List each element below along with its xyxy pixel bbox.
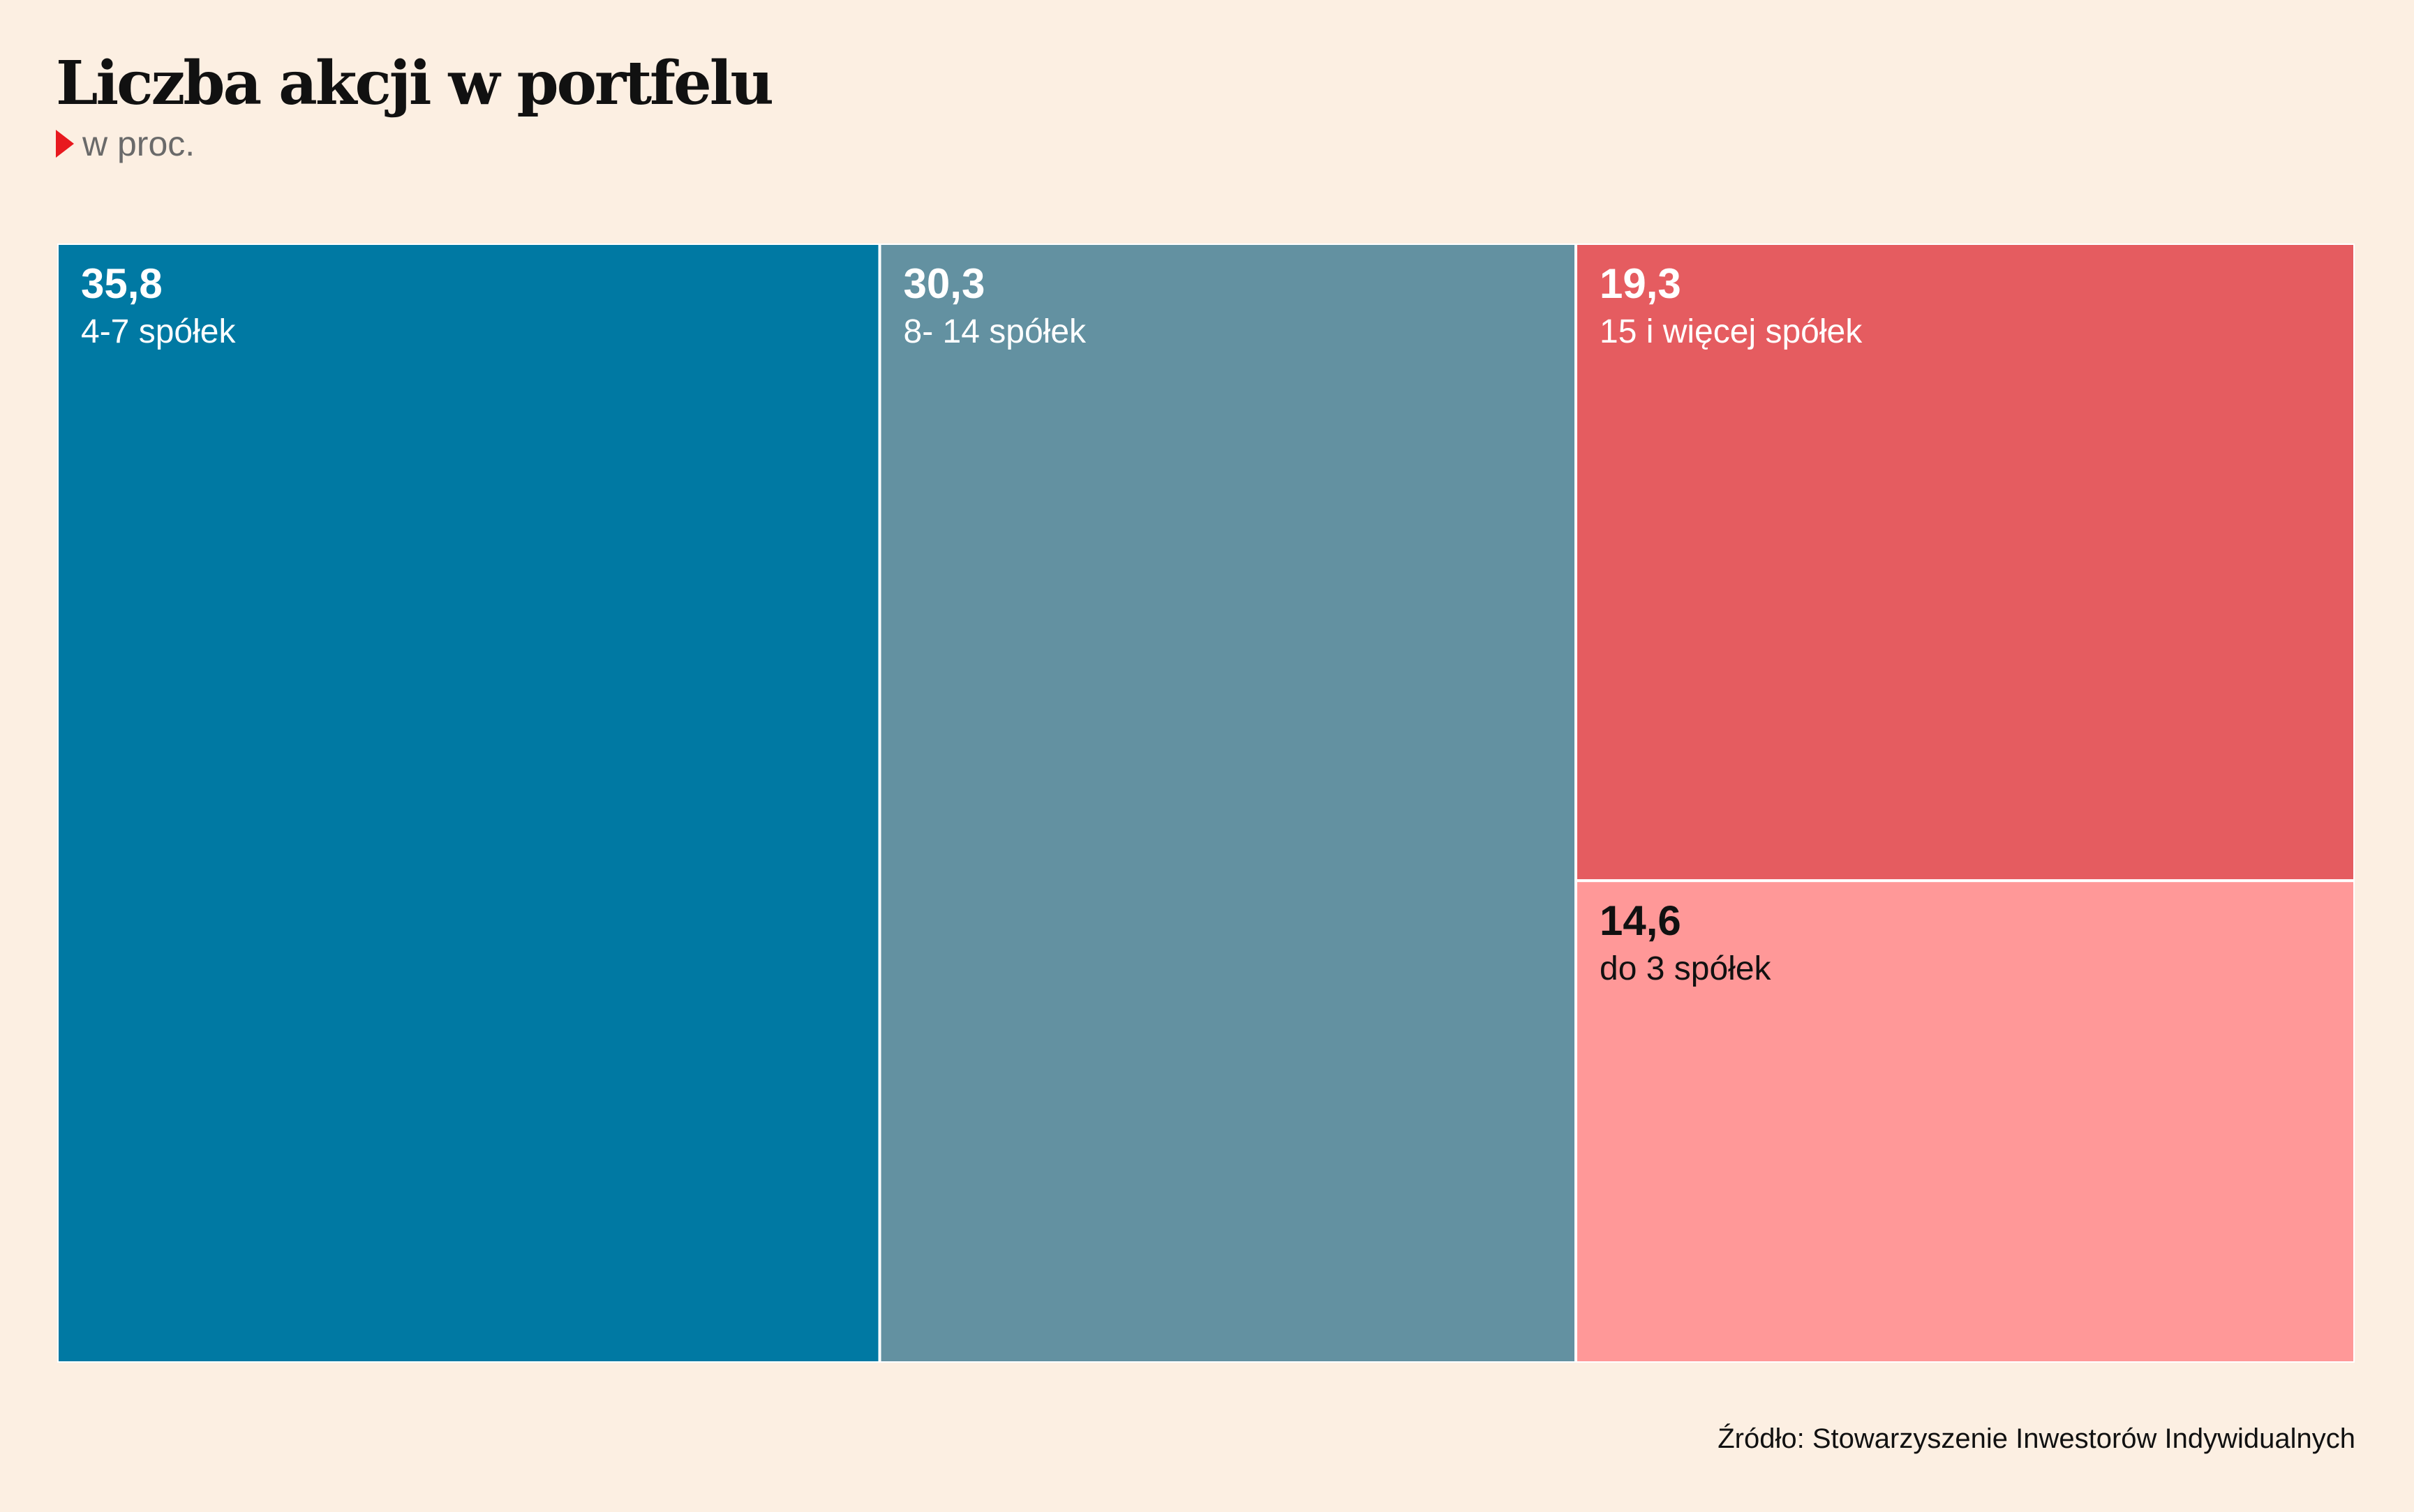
chart-subtitle: w proc. bbox=[56, 123, 195, 165]
chart-title: Liczba akcji w portfelu bbox=[56, 48, 774, 119]
treemap-rect bbox=[878, 244, 1578, 1363]
treemap-cell: 14,6 do 3 spółek bbox=[1574, 879, 2355, 1363]
treemap-rect bbox=[1574, 244, 2355, 883]
treemap-cell: 30,3 8- 14 spółek bbox=[878, 244, 1578, 1363]
treemap-cell: 35,8 4-7 spółek bbox=[57, 244, 881, 1363]
source-note: Źródło: Stowarzyszenie Inwestorów Indywi… bbox=[1718, 1423, 2355, 1454]
treemap-category-label: 15 i więcej spółek bbox=[1600, 313, 1863, 350]
triangle-marker-icon bbox=[56, 130, 74, 158]
treemap-chart: 35,8 4-7 spółek 30,3 8- 14 spółek 19,3 15 i w… bbox=[57, 244, 2355, 1363]
treemap-rect bbox=[1574, 879, 2355, 1363]
treemap-cell: 19,3 15 i więcej spółek bbox=[1574, 244, 2355, 883]
treemap-category-label: 8- 14 spółek bbox=[904, 313, 1087, 350]
treemap-category-label: do 3 spółek bbox=[1600, 950, 1772, 987]
treemap-value-label: 19,3 bbox=[1600, 260, 1681, 307]
treemap-value-label: 30,3 bbox=[904, 260, 985, 307]
treemap-category-label: 4-7 spółek bbox=[81, 313, 236, 350]
treemap-rect bbox=[57, 244, 881, 1363]
subtitle-text: w proc. bbox=[82, 124, 195, 163]
treemap-value-label: 35,8 bbox=[81, 260, 163, 307]
treemap-value-label: 14,6 bbox=[1600, 897, 1681, 944]
